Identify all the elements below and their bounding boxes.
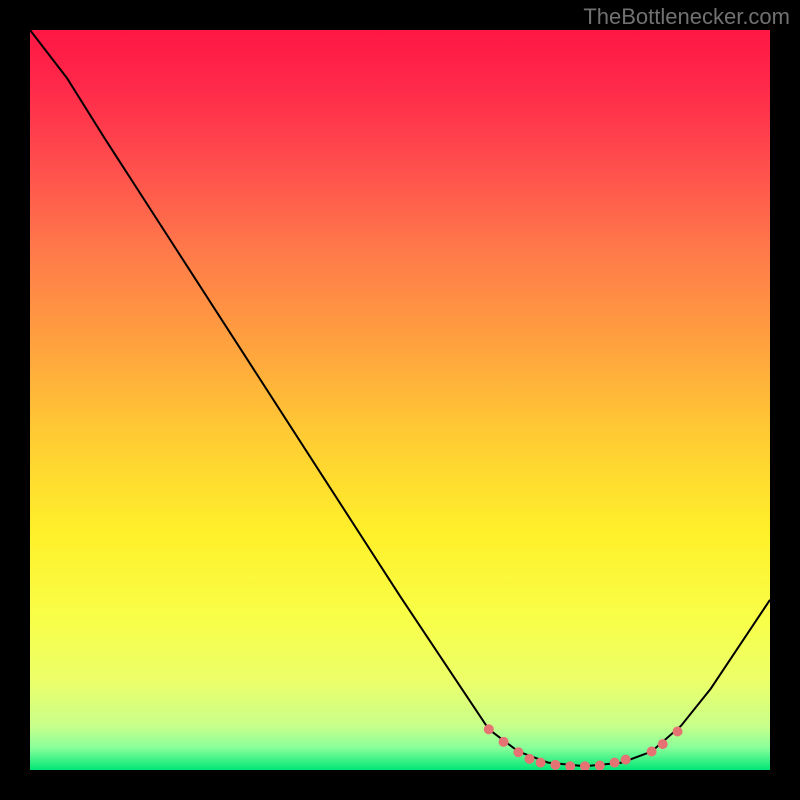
watermark-text: TheBottlenecker.com	[583, 4, 790, 30]
marker-point	[610, 758, 620, 768]
marker-point	[673, 727, 683, 737]
chart-svg	[30, 30, 770, 770]
chart-area	[30, 30, 770, 770]
marker-point	[536, 758, 546, 768]
marker-point	[513, 747, 523, 757]
marker-point	[647, 747, 657, 757]
marker-point	[658, 739, 668, 749]
gradient-background	[30, 30, 770, 770]
marker-point	[484, 724, 494, 734]
marker-point	[550, 760, 560, 770]
marker-point	[499, 737, 509, 747]
marker-point	[621, 755, 631, 765]
marker-point	[525, 754, 535, 764]
